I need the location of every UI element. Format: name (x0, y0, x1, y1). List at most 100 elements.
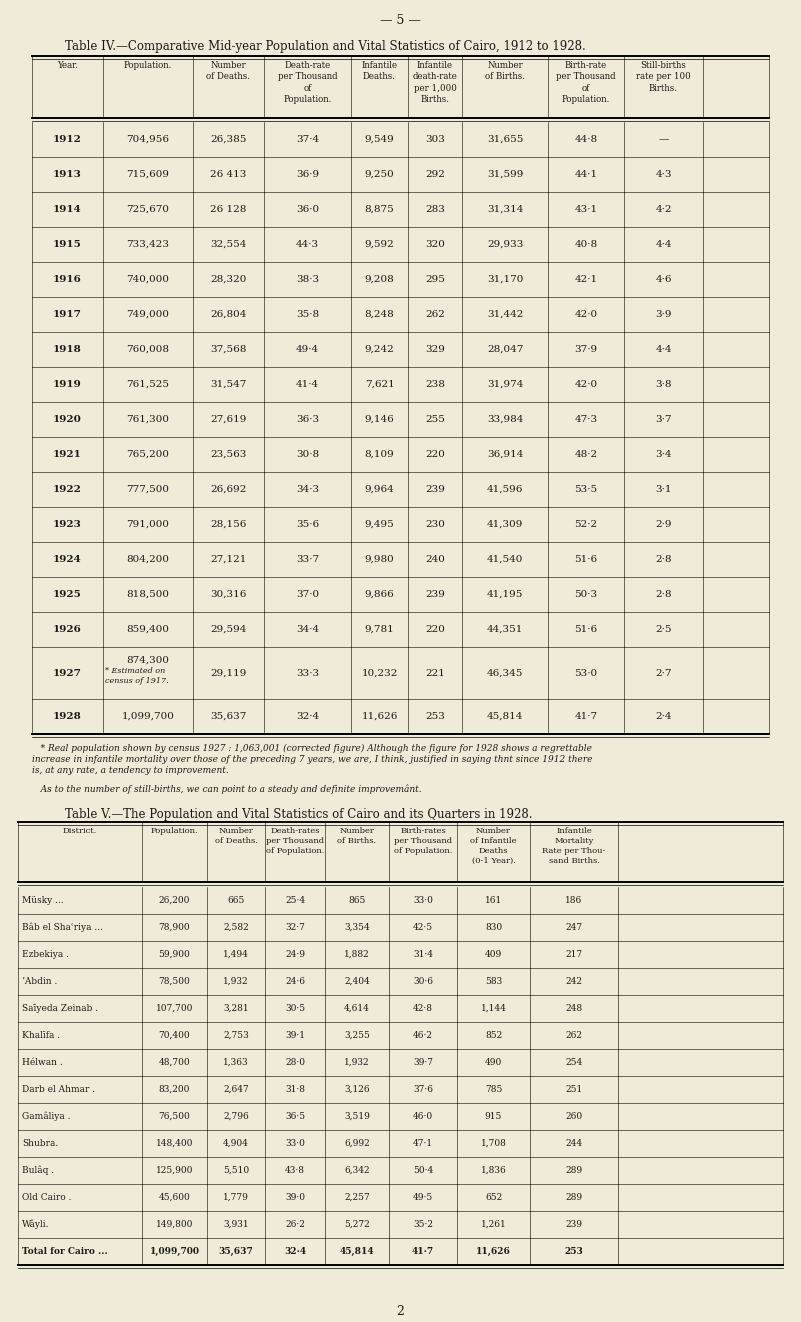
Text: 2·5: 2·5 (655, 625, 672, 635)
Text: 292: 292 (425, 171, 445, 178)
Text: 1928: 1928 (53, 713, 82, 720)
Text: 740,000: 740,000 (127, 275, 170, 284)
Text: Number
of Deaths.: Number of Deaths. (215, 828, 257, 845)
Text: 1924: 1924 (53, 555, 82, 564)
Text: 30·6: 30·6 (413, 977, 433, 986)
Text: * Real population shown by census 1927 : 1,063,001 (corrected figure) Although t: * Real population shown by census 1927 :… (32, 744, 592, 754)
Text: Number
of Infantile
Deaths
(0-1 Year).: Number of Infantile Deaths (0-1 Year). (470, 828, 517, 866)
Text: 777,500: 777,500 (127, 485, 170, 494)
Text: 26,804: 26,804 (211, 309, 247, 319)
Text: 27,619: 27,619 (211, 415, 247, 424)
Text: ʼAbdin .: ʼAbdin . (22, 977, 58, 986)
Text: 2·4: 2·4 (655, 713, 672, 720)
Text: 30,316: 30,316 (211, 590, 247, 599)
Text: 33·7: 33·7 (296, 555, 319, 564)
Text: 2·8: 2·8 (655, 590, 672, 599)
Text: 30·8: 30·8 (296, 449, 319, 459)
Text: Population.: Population. (124, 61, 172, 70)
Text: 31,442: 31,442 (487, 309, 523, 319)
Text: 1916: 1916 (53, 275, 82, 284)
Text: 39·1: 39·1 (285, 1031, 305, 1040)
Text: 33·0: 33·0 (413, 896, 433, 906)
Text: 35·6: 35·6 (296, 520, 319, 529)
Text: District.: District. (62, 828, 97, 836)
Text: 244: 244 (566, 1140, 582, 1147)
Text: 11,626: 11,626 (361, 713, 397, 720)
Text: 78,900: 78,900 (159, 923, 191, 932)
Text: 26,200: 26,200 (159, 896, 190, 906)
Text: 44·3: 44·3 (296, 241, 319, 249)
Text: 1921: 1921 (53, 449, 82, 459)
Text: 704,956: 704,956 (127, 135, 170, 144)
Text: 2,796: 2,796 (223, 1112, 249, 1121)
Text: 2,404: 2,404 (344, 977, 370, 986)
Text: Wâyli.: Wâyli. (22, 1220, 50, 1229)
Text: 83,200: 83,200 (159, 1085, 190, 1095)
Text: 874,300: 874,300 (127, 656, 170, 665)
Text: Müsky ...: Müsky ... (22, 896, 64, 906)
Text: 1,494: 1,494 (223, 951, 249, 958)
Text: 254: 254 (566, 1058, 582, 1067)
Text: 32·4: 32·4 (284, 1247, 306, 1256)
Text: 78,500: 78,500 (159, 977, 191, 986)
Text: 1,099,700: 1,099,700 (122, 713, 175, 720)
Text: 3,255: 3,255 (344, 1031, 370, 1040)
Text: 283: 283 (425, 205, 445, 214)
Text: 733,423: 733,423 (127, 241, 170, 249)
Text: 24·6: 24·6 (285, 977, 305, 986)
Text: 3,354: 3,354 (344, 923, 370, 932)
Text: 29,933: 29,933 (487, 241, 523, 249)
Text: 9,146: 9,146 (364, 415, 394, 424)
Text: 818,500: 818,500 (127, 590, 170, 599)
Text: Infantile
death-rate
per 1,000
Births.: Infantile death-rate per 1,000 Births. (413, 61, 457, 104)
Text: Year.: Year. (57, 61, 78, 70)
Text: 239: 239 (425, 485, 445, 494)
Text: 42·0: 42·0 (574, 379, 598, 389)
Text: 1,779: 1,779 (223, 1192, 249, 1202)
Text: 761,300: 761,300 (127, 415, 170, 424)
Text: Shubra.: Shubra. (22, 1140, 58, 1147)
Text: 329: 329 (425, 345, 445, 354)
Text: 217: 217 (566, 951, 582, 958)
Text: Death-rate
per Thousand
of
Population.: Death-rate per Thousand of Population. (278, 61, 337, 104)
Text: 490: 490 (485, 1058, 502, 1067)
Text: —: — (658, 135, 669, 144)
Text: 33·3: 33·3 (296, 669, 319, 677)
Text: 28,156: 28,156 (211, 520, 247, 529)
Text: 44,351: 44,351 (487, 625, 523, 635)
Text: Birth-rates
per Thousand
of Population.: Birth-rates per Thousand of Population. (394, 828, 453, 855)
Text: Total for Cairo ...: Total for Cairo ... (22, 1247, 108, 1256)
Text: 1,261: 1,261 (481, 1220, 506, 1229)
Text: 9,242: 9,242 (364, 345, 394, 354)
Text: 149,800: 149,800 (156, 1220, 193, 1229)
Text: 289: 289 (566, 1192, 582, 1202)
Text: 26 128: 26 128 (211, 205, 247, 214)
Text: 791,000: 791,000 (127, 520, 170, 529)
Text: 36·9: 36·9 (296, 171, 319, 178)
Text: 35·8: 35·8 (296, 309, 319, 319)
Text: 9,495: 9,495 (364, 520, 394, 529)
Text: Death-rates
per Thousand
of Population.: Death-rates per Thousand of Population. (266, 828, 324, 855)
Text: * Estimated on
census of 1917.: * Estimated on census of 1917. (105, 668, 169, 685)
Text: 9,980: 9,980 (364, 555, 394, 564)
Text: 3·7: 3·7 (655, 415, 672, 424)
Text: 1926: 1926 (53, 625, 82, 635)
Text: 32·4: 32·4 (296, 713, 319, 720)
Text: Still-births
rate per 100
Births.: Still-births rate per 100 Births. (636, 61, 691, 93)
Text: 36,914: 36,914 (487, 449, 523, 459)
Text: 41·7: 41·7 (412, 1247, 434, 1256)
Text: 37·9: 37·9 (574, 345, 598, 354)
Text: 9,781: 9,781 (364, 625, 394, 635)
Text: 303: 303 (425, 135, 445, 144)
Text: 46·0: 46·0 (413, 1112, 433, 1121)
Text: 262: 262 (566, 1031, 582, 1040)
Text: 41·7: 41·7 (574, 713, 598, 720)
Text: 785: 785 (485, 1085, 502, 1095)
Text: 2,257: 2,257 (344, 1192, 370, 1202)
Text: 652: 652 (485, 1192, 502, 1202)
Text: 45,814: 45,814 (340, 1247, 374, 1256)
Text: Number
of Births.: Number of Births. (337, 828, 376, 845)
Text: 35,637: 35,637 (219, 1247, 253, 1256)
Text: 240: 240 (425, 555, 445, 564)
Text: 5,272: 5,272 (344, 1220, 370, 1229)
